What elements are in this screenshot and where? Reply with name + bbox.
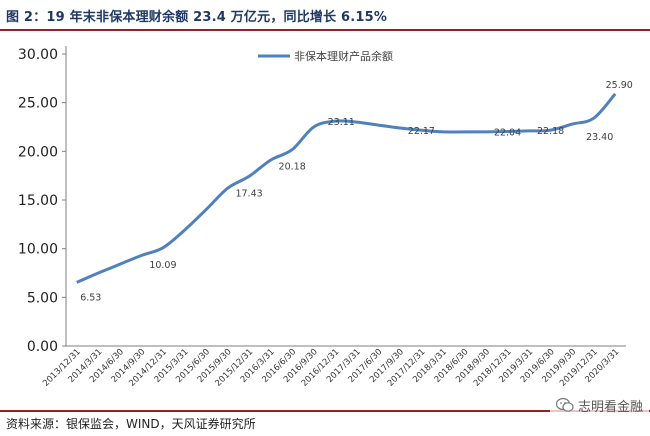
data-label: 6.53 xyxy=(80,292,101,303)
legend-label: 非保本理财产品余额 xyxy=(294,49,393,63)
line-chart: 0.00 5.00 10.00 15.00 20.00 25.00 30.00 2013/1… xyxy=(18,46,633,389)
data-label: 22.18 xyxy=(537,126,564,137)
source-note: 资料来源：银保监会，WIND，天风证券研究所 xyxy=(6,417,256,431)
wechat-icon xyxy=(556,397,574,412)
legend: 非保本理财产品余额 xyxy=(258,49,393,63)
data-label: 23.11 xyxy=(328,117,355,128)
title-divider xyxy=(0,29,650,31)
y-tick-label: 10.00 xyxy=(18,242,58,258)
y-tick-label: 30.00 xyxy=(18,47,58,63)
y-tick-label: 5.00 xyxy=(27,290,58,306)
watermark: 志明看金融 xyxy=(550,394,650,416)
y-axis: 0.00 5.00 10.00 15.00 20.00 25.00 30.00 xyxy=(18,46,67,355)
data-label: 23.40 xyxy=(586,132,613,143)
y-tick-label: 15.00 xyxy=(18,193,58,209)
source-divider xyxy=(0,410,650,412)
data-label: 17.43 xyxy=(235,188,262,199)
watermark-text: 志明看金融 xyxy=(578,399,644,415)
data-label: 22.17 xyxy=(408,126,435,137)
x-axis: 2013/12/312014/3/312014/6/302014/9/30201… xyxy=(41,345,626,389)
series-line xyxy=(76,92,617,284)
figure-title: 图 2：19 年末非保本理财余额 23.4 万亿元，同比增长 6.15% xyxy=(6,10,388,25)
data-label: 20.18 xyxy=(279,162,306,173)
y-tick-label: 25.00 xyxy=(18,96,58,112)
data-labels: 6.53 10.09 17.43 20.18 23.11 22.17 22.04 22.18 2… xyxy=(80,80,633,304)
series-group xyxy=(76,92,617,284)
y-tick-label: 0.00 xyxy=(27,339,58,355)
y-tick-label: 20.00 xyxy=(18,144,58,160)
data-label: 25.90 xyxy=(606,80,633,91)
data-label: 10.09 xyxy=(149,260,176,271)
data-label: 22.04 xyxy=(494,127,521,138)
